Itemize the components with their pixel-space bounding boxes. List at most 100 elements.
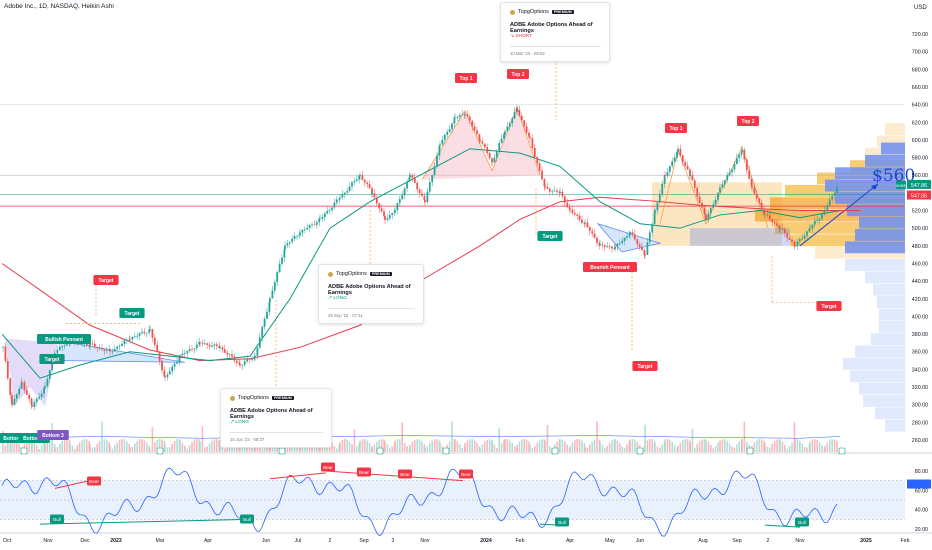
volume-bar (591, 441, 593, 452)
candle-body (156, 344, 159, 352)
candle-body (566, 202, 569, 208)
candle-body (386, 218, 389, 220)
candle-body (681, 155, 684, 163)
volume-bar (571, 442, 574, 452)
volume-bar (471, 439, 473, 452)
earnings-marker-icon (376, 447, 384, 455)
candle-body (709, 207, 712, 214)
candle-body (523, 120, 526, 127)
candle-body (658, 194, 661, 203)
volume-bar (9, 440, 11, 452)
volume-bar (391, 446, 393, 452)
candle-body (30, 398, 33, 406)
candle-body (684, 162, 687, 166)
time-tick-label: 2025 (860, 538, 872, 544)
last-price-label: 547.86 (911, 183, 927, 189)
candle-body (66, 342, 68, 346)
candle-body (719, 187, 721, 193)
candle-body (283, 249, 286, 258)
volume-bar (724, 439, 726, 452)
volume-profile-bar (859, 216, 905, 229)
candle-body (4, 346, 7, 362)
candle-body (191, 349, 193, 350)
candle-body (691, 175, 694, 181)
candle-body (486, 147, 489, 154)
candle-body (141, 331, 143, 334)
volume-bar (806, 447, 808, 452)
idea-date: 10 Mar '24 · 09:52 (510, 51, 545, 56)
volume-bar (721, 439, 724, 452)
volume-bar (694, 447, 696, 452)
volume-profile-bar (873, 283, 905, 296)
candle-body (328, 210, 331, 211)
candle-body (728, 172, 731, 176)
candle-body (506, 126, 509, 132)
price-tick-label: 340.00 (912, 367, 928, 373)
candle-body (631, 232, 634, 235)
annotation-label: Top 2 (512, 72, 525, 78)
volume-bar (586, 447, 589, 452)
volume-bar (316, 447, 318, 452)
price-tick-label: 720.00 (912, 32, 928, 38)
volume-bar (16, 441, 18, 452)
volume-bar (719, 440, 721, 452)
candle-body (808, 228, 811, 232)
volume-bar (216, 439, 218, 452)
annotation-label: Target (822, 304, 837, 310)
volume-bar (13, 439, 16, 452)
volume-bar (809, 441, 811, 452)
volume-bar (239, 444, 241, 452)
candle-body (213, 344, 216, 346)
idea-card-long-sep[interactable]: TopgOptions PREMIUM ADBE Adobe Options Ah… (318, 264, 424, 324)
candle-body (171, 366, 174, 372)
candle-body (199, 341, 201, 343)
idea-card-long-jun[interactable]: TopgOptions PREMIUM ADBE Adobe Options Ah… (220, 388, 332, 448)
candle-body (118, 346, 121, 347)
candle-body (603, 245, 606, 247)
volume-bar (131, 446, 134, 452)
candle-body (646, 242, 649, 255)
volume-bar (221, 445, 224, 452)
volume-bar (811, 439, 814, 452)
candle-body (303, 229, 306, 231)
candle-body (388, 215, 391, 219)
volume-bar (81, 439, 83, 452)
volume-bar (733, 447, 736, 452)
candle-body (18, 388, 21, 395)
candle-body (363, 180, 366, 183)
volume-bar (66, 439, 68, 452)
candle-body (543, 179, 546, 187)
candle-body (23, 382, 26, 391)
idea-card-short[interactable]: TopgOptions PREMIUM ADBE Adobe Options Ah… (500, 2, 610, 62)
volume-bar (91, 447, 94, 452)
second-price-badge (907, 190, 931, 200)
volume-bar (611, 440, 613, 452)
price-tick-label: 300.00 (912, 403, 928, 409)
candle-body (743, 150, 746, 160)
volume-bar (199, 441, 201, 452)
volume-bar (559, 439, 561, 452)
volume-bar (33, 442, 36, 452)
volume-profile-bar (877, 296, 905, 308)
volume-bar (451, 421, 453, 452)
candle-body (286, 243, 289, 246)
volume-bar (344, 439, 346, 452)
price-tick-label: 440.00 (912, 279, 928, 285)
volume-bar (561, 439, 564, 452)
volume-bar (44, 440, 46, 452)
annotation-badge (93, 275, 119, 285)
candle-body (203, 343, 206, 345)
candle-body (717, 192, 719, 200)
candle-body (651, 223, 654, 233)
candle-body (231, 354, 233, 357)
time-tick-label: Apr (566, 538, 574, 544)
volume-bar (646, 440, 649, 452)
volume-bar (606, 446, 608, 452)
candle-body (471, 120, 474, 127)
candle-body (149, 329, 151, 330)
candle-body (368, 184, 371, 189)
projection-arrow-icon (871, 184, 878, 191)
volume-bar (621, 446, 623, 452)
volume-bar (313, 444, 316, 452)
